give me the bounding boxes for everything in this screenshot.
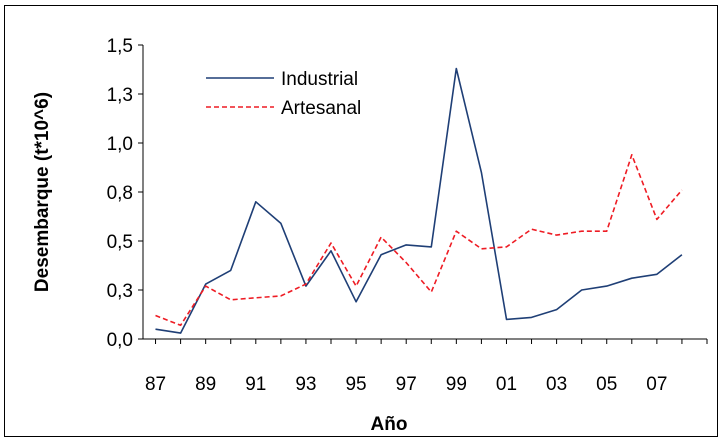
x-axis-title: Año	[371, 414, 408, 435]
x-tick-label: 87	[145, 374, 166, 395]
y-tick-label: 1,0	[107, 134, 133, 155]
x-tick-label: 03	[546, 374, 567, 395]
x-tick-label: 05	[596, 374, 617, 395]
series-lines	[155, 67, 683, 334]
x-tick-label: 97	[396, 374, 417, 395]
legend-label-artesanal: Artesanal	[281, 98, 361, 119]
series-line-industrial	[155, 67, 683, 334]
y-tick-label: 0,3	[107, 281, 133, 302]
series-line-artesanal	[155, 154, 683, 327]
x-tick-label: 99	[446, 374, 467, 395]
y-axis-title: Desembarque (t*10^6)	[32, 92, 53, 292]
legend-label-industrial: Industrial	[281, 69, 358, 90]
y-tick-label: 0,5	[107, 232, 133, 253]
y-tick-label: 1,5	[107, 36, 133, 57]
x-tick-label: 89	[195, 374, 216, 395]
y-tick-label: 0,8	[107, 183, 133, 204]
x-tick-label: 07	[646, 374, 667, 395]
x-tick-label: 95	[345, 374, 366, 395]
x-tick-label: 01	[496, 374, 517, 395]
y-tick-label: 0,0	[107, 330, 133, 351]
axes	[138, 44, 708, 344]
legend: Industrial Artesanal	[206, 69, 361, 119]
chart-frame	[4, 5, 718, 437]
y-tick-label: 1,3	[107, 85, 133, 106]
x-tick-label: 91	[245, 374, 266, 395]
tick-labels: 0,0 0,3 0,5 0,8 1,0 1,3 1,5 87 89 91 93 95 97 99 01 03 0…	[107, 36, 668, 395]
x-tick-label: 93	[295, 374, 316, 395]
